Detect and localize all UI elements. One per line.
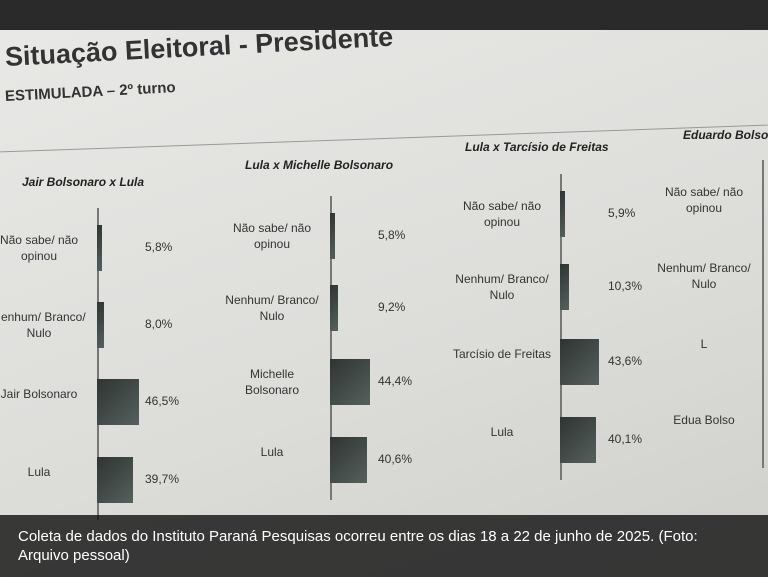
chart-title: Lula x Tarcísio de Freitas (465, 140, 609, 154)
category-label: Nenhum/ Branco/ Nulo (0, 310, 86, 340)
caption: Coleta de dados do Instituto Paraná Pesq… (0, 515, 768, 577)
category-label: Lula (490, 425, 514, 439)
axis-line (97, 208, 99, 520)
bar (97, 457, 133, 503)
value-label: 46,5% (145, 394, 180, 408)
category-label: Lula (27, 465, 51, 479)
value-label: 8,0% (145, 317, 173, 331)
category-label: Edua Bolso (673, 413, 735, 427)
value-label: 5,8% (145, 240, 173, 254)
bar (560, 417, 597, 463)
value-label: 5,8% (378, 228, 406, 242)
value-label: 9,2% (378, 300, 406, 314)
value-label: 39,7% (145, 472, 180, 486)
slide-subtitle: ESTIMULADA – 2º turno (4, 79, 176, 105)
value-label: 40,1% (608, 432, 643, 446)
chart-title: Eduardo Bolso (683, 128, 768, 142)
bar (330, 285, 339, 331)
bar (330, 437, 367, 483)
value-label: 10,3% (608, 279, 643, 293)
axis-line (762, 160, 764, 468)
chart-title: Jair Bolsonaro x Lula (22, 175, 145, 189)
bar (97, 379, 139, 425)
category-label: Jair Bolsonaro (0, 387, 78, 401)
value-label: 40,6% (378, 452, 413, 466)
category-label: Não sabe/ não opinou (0, 233, 79, 263)
category-label: Nenhum/ Branco/ Nulo (657, 261, 751, 291)
category-label: Nenhum/ Branco/ Nulo (455, 272, 549, 302)
category-label: Nenhum/ Branco/ Nulo (225, 293, 319, 323)
category-label: Não sabe/ não opinou (232, 221, 312, 251)
category-label: Lula (260, 445, 284, 459)
axis-line (560, 174, 562, 480)
value-label: 5,9% (608, 206, 636, 220)
category-label: Michelle Bolsonaro (244, 367, 300, 397)
category-label: Não sabe/ não opinou (462, 199, 542, 229)
bar (560, 339, 600, 385)
category-label: L (700, 337, 708, 351)
screen-bezel (0, 0, 768, 30)
divider (0, 124, 768, 153)
value-label: 43,6% (608, 354, 643, 368)
bar (97, 302, 105, 348)
category-label: Tarcísio de Freitas (452, 347, 552, 361)
bar (97, 225, 103, 271)
chart-title: Lula x Michelle Bolsonaro (245, 158, 394, 172)
bar (330, 213, 336, 259)
bar (560, 264, 570, 310)
bar (560, 191, 566, 237)
value-label: 44,4% (378, 374, 413, 388)
axis-line (330, 196, 332, 500)
bar (330, 359, 370, 405)
category-label: Não sabe/ não opinou (664, 185, 744, 215)
